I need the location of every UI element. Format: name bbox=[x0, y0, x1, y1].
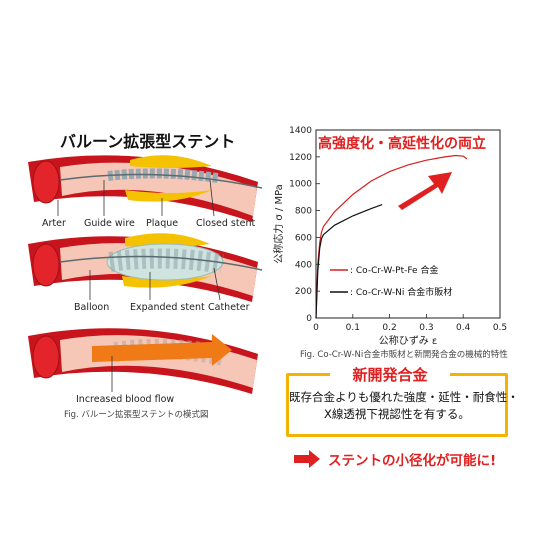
vessel-panel-expanded-stent bbox=[28, 233, 263, 302]
label-closed-stent: Closed stent bbox=[196, 218, 256, 229]
x-tick-label-5: 0.5 bbox=[493, 323, 507, 333]
label-balloon: Balloon bbox=[74, 302, 110, 313]
series-line-1 bbox=[315, 203, 383, 319]
vessel-panel-closed-stent bbox=[28, 155, 263, 222]
x-tick-label-4: 0.4 bbox=[456, 323, 471, 333]
vessel-opening bbox=[32, 243, 60, 287]
y-tick-label-2: 400 bbox=[295, 260, 312, 270]
chart-annotation: 高強度化・高延性化の両立 bbox=[318, 136, 486, 152]
y-tick-label-0: 0 bbox=[306, 314, 312, 324]
label-increased-blood-flow: Increased blood flow bbox=[76, 394, 175, 405]
right-arrow-icon bbox=[294, 450, 320, 468]
leader-lines bbox=[57, 179, 221, 392]
label-expanded-stent: Expanded stent bbox=[130, 302, 205, 313]
y-tick-label-3: 600 bbox=[295, 233, 312, 243]
plaque-top bbox=[125, 233, 210, 248]
alloy-description-line2: X線透視下視認性を有する。 bbox=[324, 407, 470, 421]
legend-label-1: : Co-Cr-W-Ni 合金市販材 bbox=[350, 286, 452, 298]
chart-caption: Fig. Co-Cr-W-Ni合金市販材と新開発合金の機械的特性 bbox=[300, 350, 508, 360]
stent-caption: Fig. バルーン拡張型ステントの模式図 bbox=[64, 410, 209, 420]
blood-flow-arrow bbox=[92, 334, 232, 366]
vessel-panel-increased-flow bbox=[28, 328, 258, 394]
y-tick-label-4: 800 bbox=[295, 207, 312, 217]
plot-frame bbox=[315, 129, 501, 319]
label-arter: Arter bbox=[42, 218, 66, 229]
alloy-description-line1: 既存合金よりも優れた強度・延性・耐食性・ bbox=[289, 390, 519, 404]
label-guide-wire: Guide wire bbox=[84, 218, 135, 229]
x-tick-label-1: 0.1 bbox=[346, 323, 360, 333]
label-plaque: Plaque bbox=[146, 218, 179, 229]
series-line-0 bbox=[315, 154, 468, 319]
new-alloy-box: 既存合金よりも優れた強度・延性・耐食性・ X線透視下視認性を有する。 bbox=[286, 373, 519, 437]
vessel-opening bbox=[32, 335, 60, 379]
catheter bbox=[59, 255, 263, 271]
stent-heading: バルーン拡張型ステント bbox=[60, 132, 236, 151]
y-tick-label-7: 1400 bbox=[289, 126, 312, 136]
x-tick-label-2: 0.2 bbox=[382, 323, 396, 333]
y-tick-label-6: 1200 bbox=[289, 153, 312, 163]
y-tick-label-1: 200 bbox=[295, 287, 312, 297]
x-tick-label-0: 0 bbox=[313, 323, 319, 333]
plaque-bottom bbox=[125, 190, 212, 202]
y-axis-label: 公称応力 σ / MPa bbox=[272, 184, 285, 264]
y-tick-label-5: 1000 bbox=[289, 180, 312, 190]
guide-wire bbox=[59, 173, 263, 189]
result-text: ステントの小径化が可能に! bbox=[328, 453, 497, 469]
label-catheter: Catheter bbox=[208, 302, 250, 313]
x-axis-label: 公称ひずみ ε bbox=[379, 334, 438, 347]
expanded-stent bbox=[108, 248, 224, 274]
x-tick-label-3: 0.3 bbox=[419, 323, 433, 333]
legend-label-0: : Co-Cr-W-Pt-Fe 合金 bbox=[350, 264, 438, 276]
vessel-opening bbox=[32, 160, 60, 204]
new-alloy-title: 新開発合金 bbox=[330, 363, 450, 387]
plaque-top bbox=[130, 155, 212, 168]
result-banner: ステントの小径化が可能に! bbox=[294, 448, 496, 470]
improvement-arrow bbox=[398, 172, 452, 210]
